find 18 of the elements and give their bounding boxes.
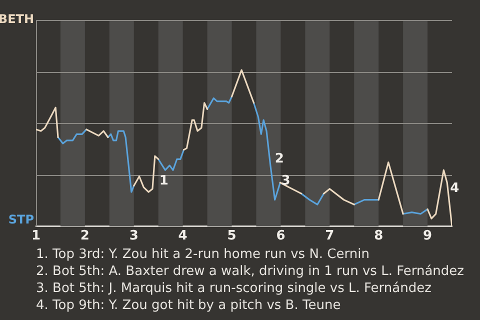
x-tick-label: 4 [178, 228, 188, 244]
text: STP [8, 212, 34, 227]
x-tick-label: 6 [276, 228, 286, 244]
x-tick-label: 3 [129, 228, 138, 244]
annotation: 4 [450, 181, 460, 196]
annotation: 1 [159, 173, 168, 188]
annotation: 2 [274, 152, 284, 167]
text: 3. Bot 5th: J. Marquis hit a run-scoring single vs L. Fernández [36, 280, 432, 297]
text: 1. Top 3rd: Y. Zou hit a 2-run home run vs N. Cernin [36, 246, 370, 263]
x-tick-label: 9 [423, 228, 432, 244]
x-tick-label: 8 [374, 228, 384, 244]
x-tick-label: 5 [227, 228, 236, 244]
annotation: 3 [281, 173, 290, 188]
x-tick-label: 7 [325, 228, 334, 244]
x-tick-label: 2 [80, 228, 90, 244]
x-tick-label: 1 [31, 228, 41, 244]
text: 2. Bot 5th: A. Baxter drew a walk, driving in 1 run vs L. Fernández [36, 263, 464, 280]
text: 4. Top 9th: Y. Zou got hit by a pitch vs B. Teune [36, 297, 342, 314]
